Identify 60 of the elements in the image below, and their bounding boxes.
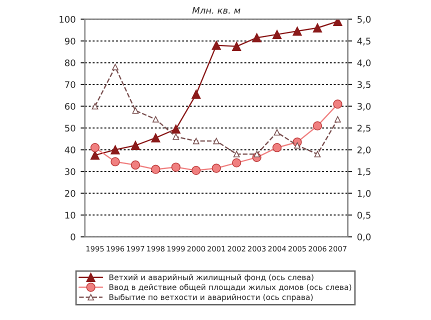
point [312, 121, 322, 130]
point [130, 160, 140, 170]
point [171, 162, 180, 172]
point [130, 140, 140, 150]
point [110, 157, 120, 166]
y2-tick-label: 1,5 [358, 168, 370, 176]
point [110, 145, 120, 154]
y-tick-label: 90 [64, 38, 76, 45]
point [192, 166, 201, 176]
point [232, 158, 242, 168]
y2-tick-label: 0,0 [357, 234, 371, 242]
point [151, 164, 160, 174]
point [254, 150, 260, 158]
y-tick-label: 80 [65, 59, 76, 66]
y2-tick-label: 3,5 [358, 81, 370, 89]
y-tick-label: 60 [65, 102, 76, 110]
y2-tick-label: 5,0 [358, 16, 371, 24]
y-tick-label: 30 [65, 168, 76, 176]
y-tick-label: 20 [65, 190, 76, 197]
y2-tick-label: 2,5 [358, 124, 370, 132]
y-tick-label: 10 [65, 212, 76, 219]
point [152, 116, 159, 122]
point [112, 64, 118, 70]
point [192, 90, 201, 99]
point [252, 33, 262, 42]
point [334, 116, 341, 122]
point [171, 124, 180, 134]
point [212, 40, 221, 50]
point [213, 138, 220, 144]
y-tick-label: 50 [65, 124, 76, 132]
y2-tick-label: 3,0 [358, 102, 371, 111]
point [312, 23, 322, 32]
point [232, 42, 242, 51]
y-tick-label: 0 [70, 234, 76, 240]
point [212, 164, 221, 173]
y2-tick-label: 2,0 [358, 146, 371, 154]
point [294, 142, 300, 149]
point [272, 142, 282, 152]
point [90, 150, 100, 160]
point [292, 26, 302, 36]
point [314, 150, 321, 158]
point [151, 133, 160, 142]
chart-title: Млн. кв. м [192, 7, 240, 14]
y-tick-label: 40 [64, 146, 76, 154]
y2-tick-label: 0,5 [357, 212, 370, 220]
point [92, 103, 98, 110]
point [333, 99, 342, 109]
point [274, 129, 280, 136]
point [192, 138, 200, 144]
y-tick-label: 100 [60, 16, 76, 23]
point [272, 30, 282, 40]
y-tick-label: 70 [65, 81, 76, 88]
point [132, 107, 139, 114]
point [333, 19, 342, 26]
point [172, 134, 180, 140]
point [233, 150, 240, 158]
y2-tick-label: 1,0 [358, 190, 371, 198]
y2-tick-label: 4,5 [357, 38, 370, 46]
point [90, 142, 100, 152]
y2-tick-label: 4,0 [357, 59, 371, 68]
